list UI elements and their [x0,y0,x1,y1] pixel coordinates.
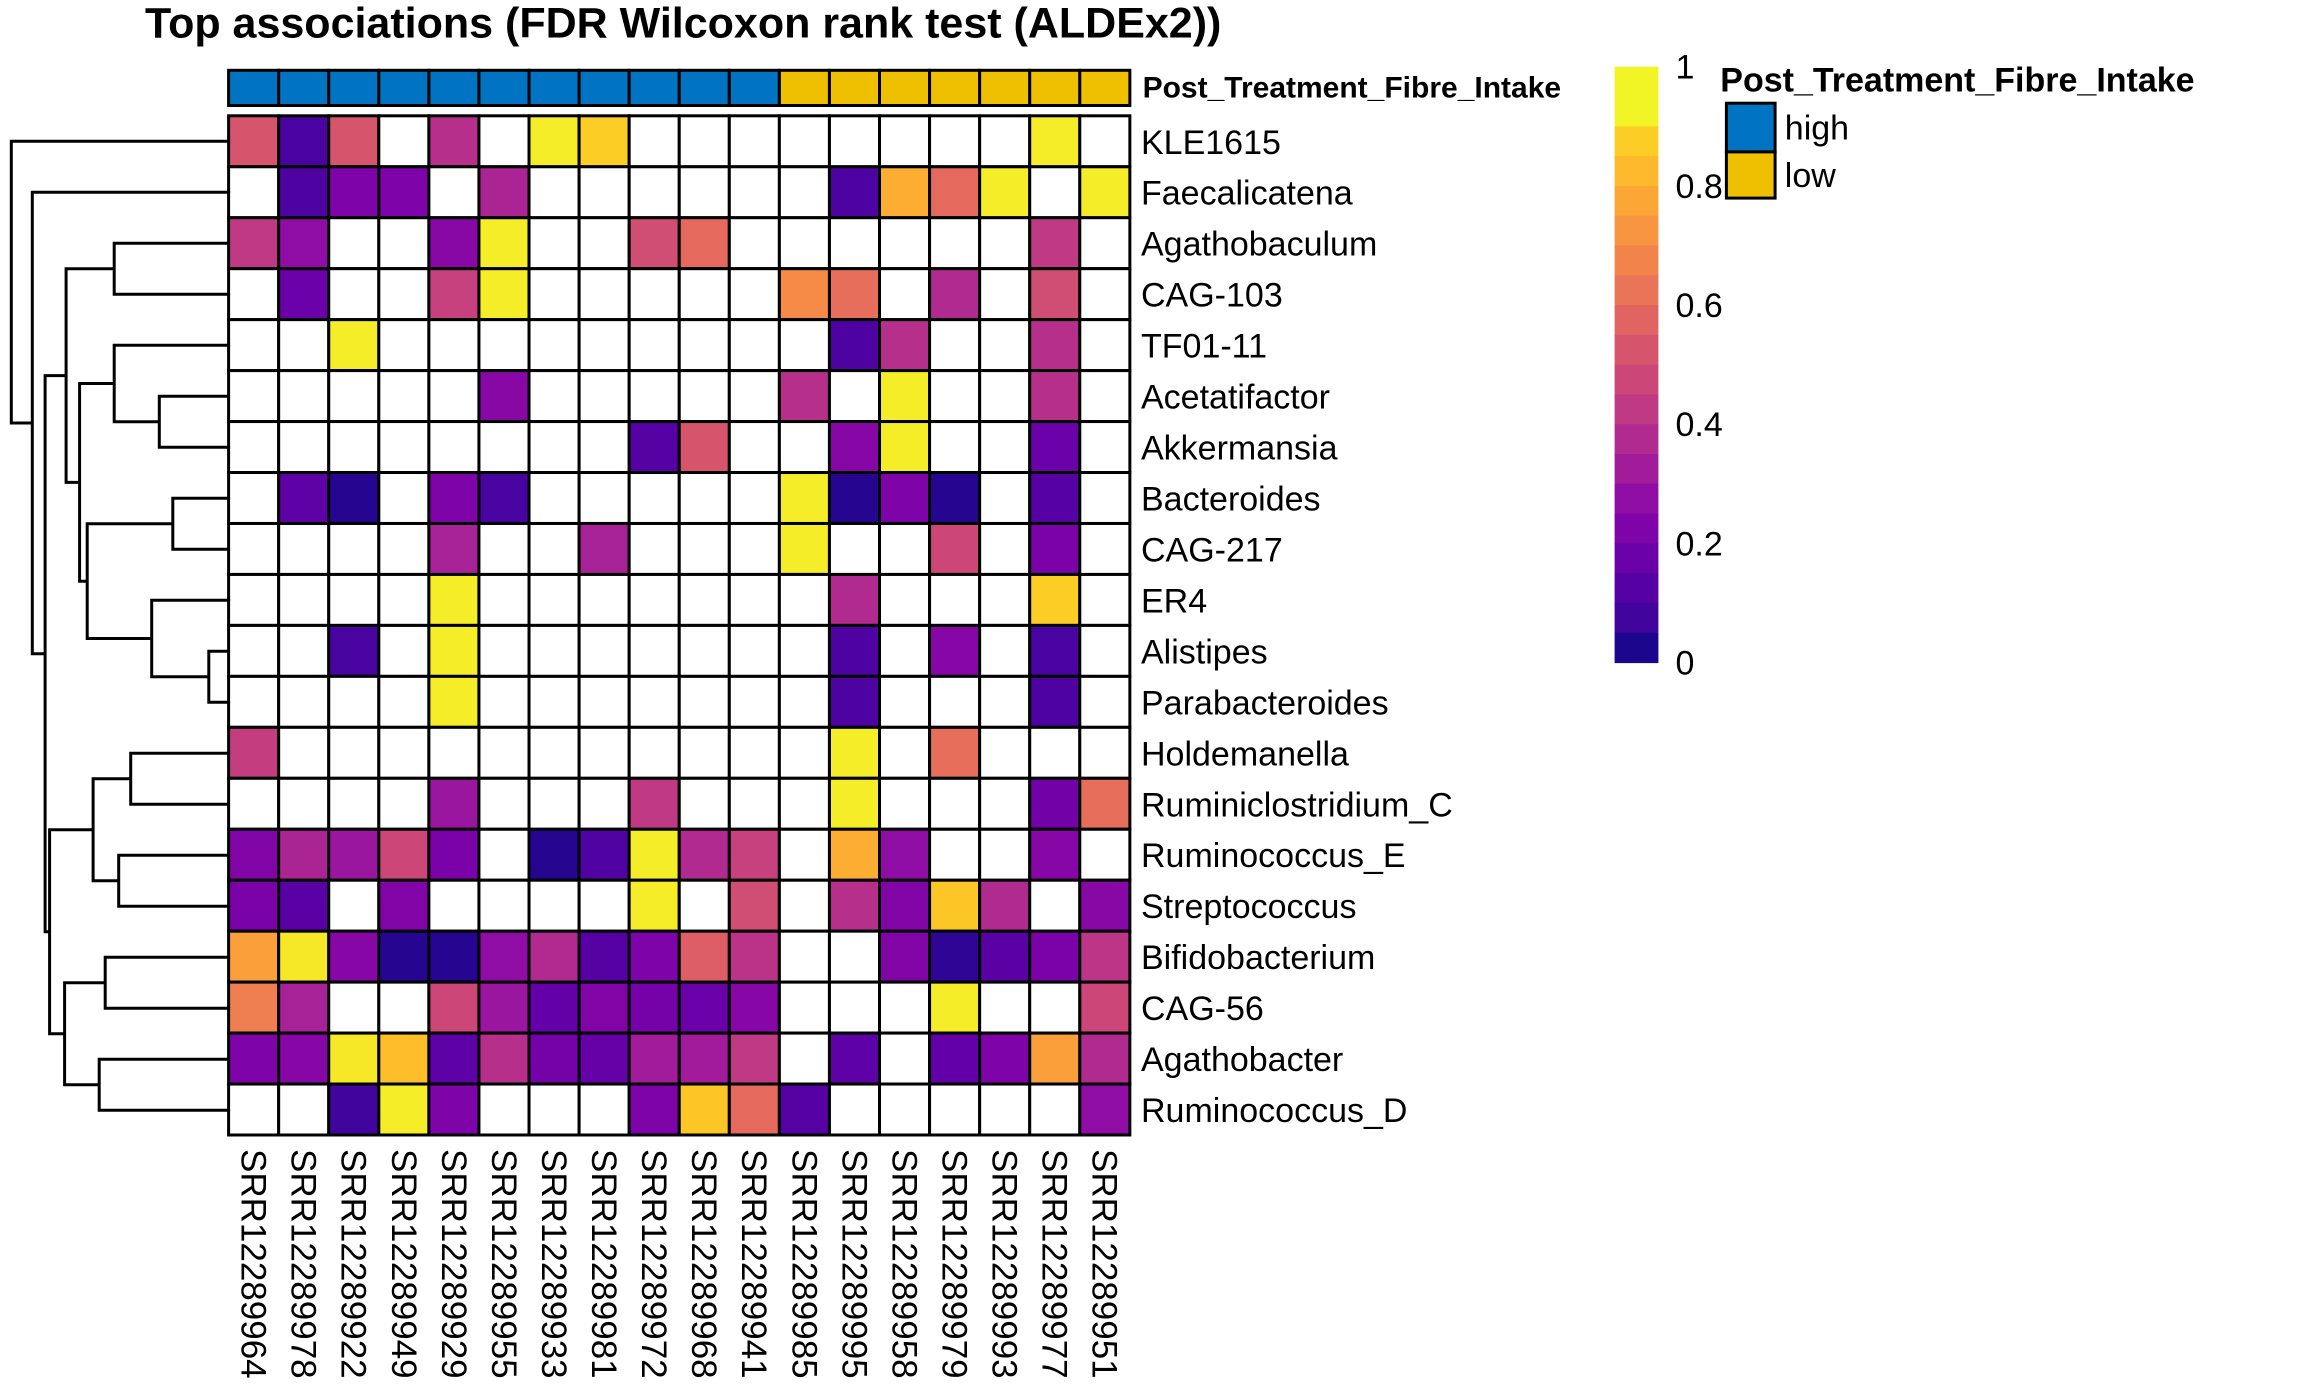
svg-text:Ruminiclostridium_C: Ruminiclostridium_C [1141,786,1453,824]
svg-text:SRR12289978: SRR12289978 [284,1149,323,1379]
svg-text:Post_Treatment_Fibre_Intake: Post_Treatment_Fibre_Intake [1143,72,1562,105]
svg-text:SRR12289929: SRR12289929 [434,1149,473,1379]
svg-text:high: high [1785,110,1849,148]
svg-text:SRR12289933: SRR12289933 [534,1149,573,1379]
svg-text:SRR12289964: SRR12289964 [234,1149,273,1379]
svg-text:0: 0 [1676,645,1695,683]
svg-text:Holdemanella: Holdemanella [1141,735,1349,773]
svg-text:SRR12289979: SRR12289979 [935,1149,974,1379]
svg-text:CAG-103: CAG-103 [1141,277,1283,315]
svg-text:Bifidobacterium: Bifidobacterium [1141,939,1375,977]
svg-text:SRR12289941: SRR12289941 [734,1149,773,1379]
svg-text:SRR12289995: SRR12289995 [834,1149,873,1379]
svg-text:0.8: 0.8 [1676,168,1723,206]
svg-text:SRR12289985: SRR12289985 [784,1149,823,1379]
svg-text:ER4: ER4 [1141,582,1207,620]
svg-text:SRR12289981: SRR12289981 [584,1149,623,1379]
svg-text:low: low [1785,157,1836,195]
svg-text:KLE1615: KLE1615 [1141,124,1281,162]
svg-text:Acetatifactor: Acetatifactor [1141,379,1330,417]
svg-text:Agathobacter: Agathobacter [1141,1041,1343,1079]
svg-text:SRR12289949: SRR12289949 [384,1149,423,1379]
svg-text:SRR12289993: SRR12289993 [985,1149,1024,1379]
svg-text:0.6: 0.6 [1676,287,1723,325]
svg-text:SRR12289958: SRR12289958 [884,1149,923,1379]
svg-text:SRR12289972: SRR12289972 [634,1149,673,1379]
svg-text:SRR12289977: SRR12289977 [1035,1149,1074,1379]
svg-text:Agathobaculum: Agathobaculum [1141,226,1377,264]
svg-text:SRR12289955: SRR12289955 [484,1149,523,1379]
svg-text:Streptococcus: Streptococcus [1141,888,1356,926]
svg-text:0.2: 0.2 [1676,525,1723,563]
svg-text:Akkermansia: Akkermansia [1141,430,1338,468]
svg-text:SRR12289968: SRR12289968 [684,1149,723,1379]
svg-text:Ruminococcus_D: Ruminococcus_D [1141,1092,1407,1130]
svg-text:Bacteroides: Bacteroides [1141,481,1321,519]
svg-text:0.4: 0.4 [1676,406,1723,444]
svg-text:SRR12289951: SRR12289951 [1085,1149,1124,1379]
svg-text:TF01-11: TF01-11 [1141,328,1267,366]
svg-text:CAG-56: CAG-56 [1141,990,1264,1028]
svg-text:Parabacteroides: Parabacteroides [1141,684,1389,722]
svg-text:SRR12289922: SRR12289922 [334,1149,373,1379]
svg-text:Top associations (FDR Wilcoxon: Top associations (FDR Wilcoxon rank test… [145,0,1221,48]
svg-text:Post_Treatment_Fibre_Intake: Post_Treatment_Fibre_Intake [1720,61,2194,99]
svg-text:Alistipes: Alistipes [1141,633,1268,671]
svg-text:CAG-217: CAG-217 [1141,531,1283,569]
svg-text:Ruminococcus_E: Ruminococcus_E [1141,837,1406,875]
svg-text:Faecalicatena: Faecalicatena [1141,175,1353,213]
svg-text:1: 1 [1676,49,1695,87]
